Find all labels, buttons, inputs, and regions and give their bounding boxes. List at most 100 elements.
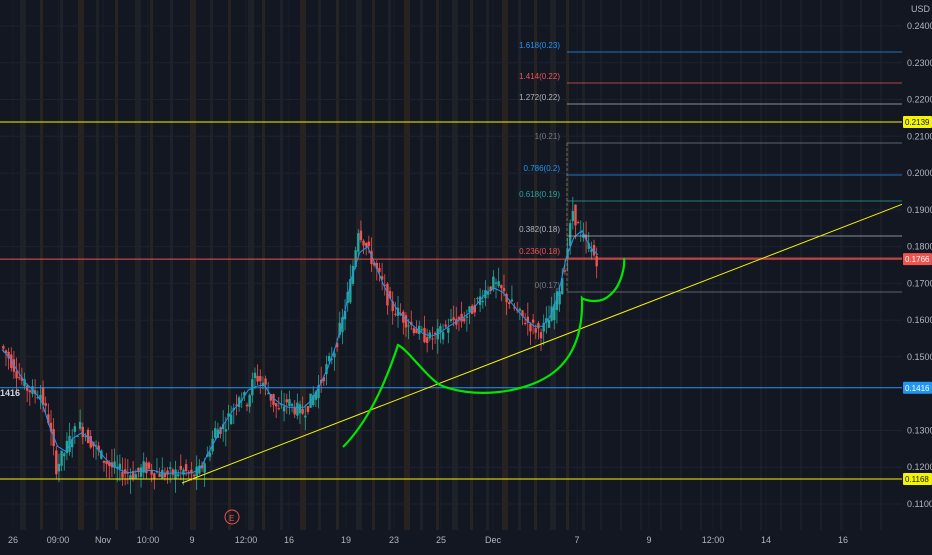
session-band	[300, 0, 306, 530]
candle-body	[296, 402, 299, 416]
fib-level-label: 1.618(0.23)	[519, 41, 560, 50]
candle-body	[500, 285, 503, 289]
candle-body	[39, 394, 42, 400]
candle-body	[105, 460, 108, 465]
candle-body	[28, 390, 32, 393]
candle-body	[595, 256, 598, 267]
time-tick-label: 16	[284, 535, 294, 545]
session-band	[170, 0, 173, 530]
time-tick-label: Nov	[95, 535, 112, 545]
session-band	[135, 0, 141, 530]
candle-body	[129, 475, 132, 480]
time-tick-label: 14	[761, 535, 771, 545]
time-tick-label: 26	[8, 535, 18, 545]
time-axis-background	[0, 530, 932, 550]
candle-body	[153, 473, 156, 479]
session-band	[550, 0, 556, 530]
candle-body	[486, 292, 490, 295]
candle-body	[18, 377, 21, 379]
session-band	[800, 0, 802, 530]
price-tick-label: 0.2400	[907, 21, 932, 31]
candle-body	[100, 450, 103, 459]
candle-body	[576, 222, 580, 224]
candle-body	[433, 332, 437, 334]
fibonacci-extension[interactable]: 1.618(0.23) 1.414(0.22) 1.272(0.22) 1(0.21)…	[519, 41, 902, 293]
candle-body	[574, 204, 577, 226]
cup-handle-sketch	[342, 257, 626, 448]
session-band	[640, 0, 642, 530]
price-tick-label: 0.2200	[907, 95, 932, 105]
candle-body	[235, 404, 238, 406]
price-tick-label: 0.1700	[907, 278, 932, 288]
candle-body	[584, 234, 588, 240]
earnings-marker[interactable]: E	[224, 509, 240, 525]
session-band	[680, 0, 682, 530]
time-tick-label: 12:00	[702, 535, 725, 545]
candle-body	[306, 406, 310, 412]
time-tick-label: 12:00	[235, 535, 258, 545]
candle-body	[370, 250, 373, 265]
price-badge	[903, 381, 932, 394]
candle-body	[460, 313, 463, 322]
candle-body	[89, 435, 92, 448]
session-band	[60, 0, 63, 530]
candle-body	[539, 332, 543, 339]
candle-body	[264, 378, 267, 385]
price-badge	[903, 115, 932, 128]
time-tick-label: 7	[574, 535, 579, 545]
candle-body	[243, 392, 246, 396]
candle-body	[476, 298, 479, 300]
candle-body	[102, 460, 106, 463]
candle-body	[227, 413, 230, 417]
candle-body	[534, 328, 537, 333]
candle-body	[561, 278, 564, 295]
candle-body	[15, 371, 18, 379]
candle-body	[510, 299, 514, 302]
session-band	[582, 0, 585, 530]
candle-body	[402, 311, 405, 323]
candle-body	[518, 308, 522, 311]
candle-body	[362, 240, 365, 246]
trendline[interactable]	[181, 203, 903, 484]
candle-body	[200, 465, 204, 469]
currency-label: USD	[911, 4, 931, 14]
fib-level-label: 0.618(0.19)	[519, 190, 560, 199]
candle-body	[372, 262, 376, 266]
time-axis[interactable]: 26 09:00 Nov 10:00 9 12:00 16 19 23 25 Dec 7 9 12:00 1…	[0, 530, 932, 550]
session-band	[502, 0, 508, 530]
session-band	[620, 0, 622, 530]
candle-body	[81, 426, 84, 438]
candle-body	[60, 450, 63, 466]
horizontal-levels[interactable]	[0, 121, 902, 480]
candle-body	[415, 329, 418, 334]
candle-body	[49, 422, 53, 432]
candle-body	[526, 316, 530, 323]
candle-body	[20, 377, 24, 381]
session-band	[318, 0, 321, 530]
candle-body	[282, 406, 286, 412]
fib-level-label: 0(0.17)	[535, 281, 561, 290]
session-band	[820, 0, 822, 530]
candle-body	[452, 317, 455, 321]
candle-body	[36, 397, 39, 399]
time-tick-label: 25	[436, 535, 446, 545]
candle-body	[76, 436, 79, 438]
candle-body	[142, 461, 145, 473]
candle-body	[4, 350, 8, 354]
candle-body	[195, 466, 198, 477]
candle-body	[179, 465, 182, 470]
candle-body	[545, 318, 548, 323]
candle-body	[137, 467, 140, 472]
freehand-drawing[interactable]	[342, 257, 626, 448]
session-band	[115, 0, 118, 530]
candle-body	[587, 243, 590, 249]
candle-body	[248, 394, 251, 407]
candle-body	[23, 379, 26, 387]
price-axis[interactable]: USD 0.2400 0.2300 0.2200 0.2100 0.2000 0.1900…	[902, 0, 932, 530]
session-band	[740, 0, 742, 530]
candle-body	[531, 319, 535, 323]
time-tick-label: 23	[389, 535, 399, 545]
candle-body	[203, 463, 206, 473]
